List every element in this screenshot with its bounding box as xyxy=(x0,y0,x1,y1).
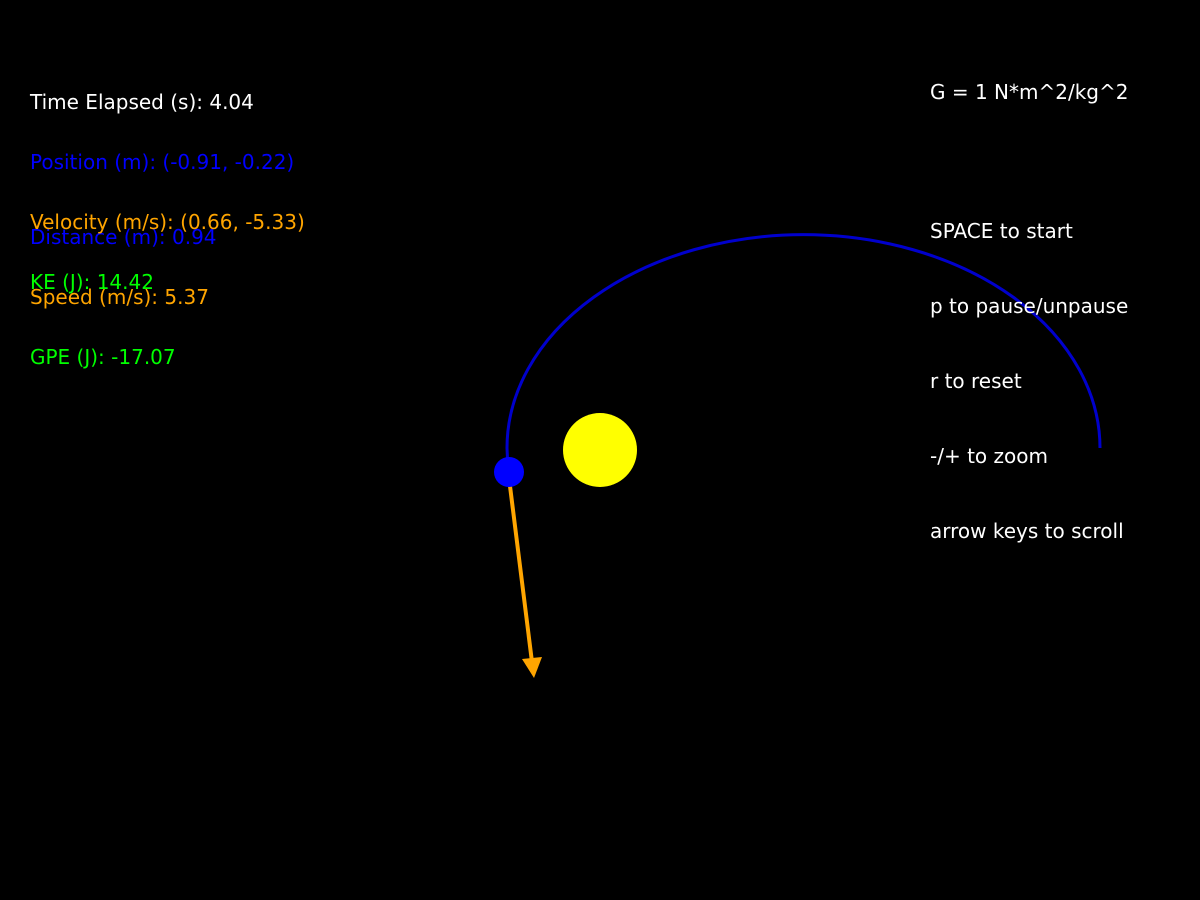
velocity-arrow-shaft xyxy=(508,485,534,663)
orbit-trail xyxy=(505,233,1102,471)
velocity-text: Velocity (m/s): (0.66, -5.33) xyxy=(30,210,305,234)
info-spacer xyxy=(930,155,1128,169)
planet-body-icon xyxy=(494,457,524,487)
potential-energy-text: GPE (J): -17.07 xyxy=(30,345,176,369)
distance-text: Distance (m): 0.94 xyxy=(30,225,217,249)
gravity-constant-text: G = 1 N*m^2/kg^2 xyxy=(930,80,1129,104)
control-hint-start: SPACE to start xyxy=(930,219,1073,243)
time-elapsed-readout: Time Elapsed (s): 4.04 xyxy=(30,40,254,140)
position-readout-group: Position (m): (-0.91, -0.22) Distance (m… xyxy=(30,100,294,275)
speed-text: Speed (m/s): 5.37 xyxy=(30,285,209,309)
velocity-readout-group: Velocity (m/s): (0.66, -5.33) Speed (m/s… xyxy=(30,160,305,335)
info-panel: G = 1 N*m^2/kg^2 SPACE to start p to pau… xyxy=(930,30,1128,569)
control-hint-pause: p to pause/unpause xyxy=(930,294,1129,318)
sun-body-icon xyxy=(563,413,637,487)
time-elapsed-text: Time Elapsed (s): 4.04 xyxy=(30,90,254,114)
position-text: Position (m): (-0.91, -0.22) xyxy=(30,150,295,174)
energy-readout-group: KE (J): 14.42 GPE (J): -17.07 xyxy=(30,220,176,395)
control-hint-scroll: arrow keys to scroll xyxy=(930,519,1124,543)
control-hint-reset: r to reset xyxy=(930,369,1022,393)
kinetic-energy-text: KE (J): 14.42 xyxy=(30,270,154,294)
velocity-arrow-head-icon xyxy=(522,657,542,678)
control-hint-zoom: -/+ to zoom xyxy=(930,444,1048,468)
